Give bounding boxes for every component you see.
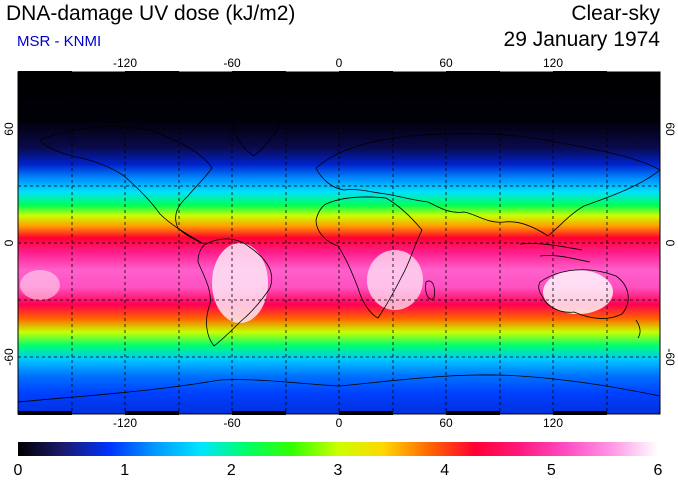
lat-tick-label: 0	[663, 240, 677, 247]
colorbar-labels: 0 1 2 3 4 5 6	[14, 462, 663, 479]
map-title: DNA-damage UV dose (kJ/m2)	[6, 2, 296, 25]
lon-tick-label: 120	[543, 56, 563, 70]
lat-tick-label: 60	[663, 122, 677, 136]
lat-tick-label: 0	[2, 239, 16, 246]
lon-tick-label: -120	[113, 416, 137, 430]
lat-tick-label: -60	[663, 348, 677, 366]
colorbar-label: 2	[227, 462, 236, 479]
graticule	[18, 72, 660, 414]
colorbar-label: 5	[547, 462, 556, 479]
colorbar-label: 4	[440, 462, 449, 479]
lon-tick-label: 0	[336, 56, 343, 70]
lon-tick-label: 0	[336, 416, 343, 430]
colorbar-label: 0	[14, 462, 23, 479]
data-source-label: MSR - KNMI	[17, 33, 102, 50]
date-label: 29 January 1974	[503, 28, 660, 51]
map-frame-bands	[18, 71, 607, 415]
colorbar-label: 6	[654, 462, 663, 479]
lon-tick-label: -60	[223, 56, 241, 70]
lon-tick-label: 60	[439, 56, 453, 70]
colorbar-label: 3	[334, 462, 343, 479]
lat-ticks-left: 60 0 -60	[2, 122, 16, 366]
lon-ticks-bottom: -120 -60 0 60 120	[113, 416, 563, 430]
coastlines	[18, 106, 660, 403]
lon-tick-label: 120	[543, 416, 563, 430]
colorbar-label: 1	[120, 462, 129, 479]
lat-ticks-right: 60 0 -60	[663, 122, 677, 366]
lat-tick-label: 60	[2, 122, 16, 136]
lat-tick-label: -60	[2, 348, 16, 366]
sky-condition-label: Clear-sky	[571, 2, 660, 25]
lon-tick-label: -120	[113, 56, 137, 70]
lon-tick-label: -60	[223, 416, 241, 430]
lon-ticks-top: -120 -60 0 60 120	[113, 56, 563, 70]
lon-tick-label: 60	[439, 416, 453, 430]
colorbar	[18, 442, 658, 456]
